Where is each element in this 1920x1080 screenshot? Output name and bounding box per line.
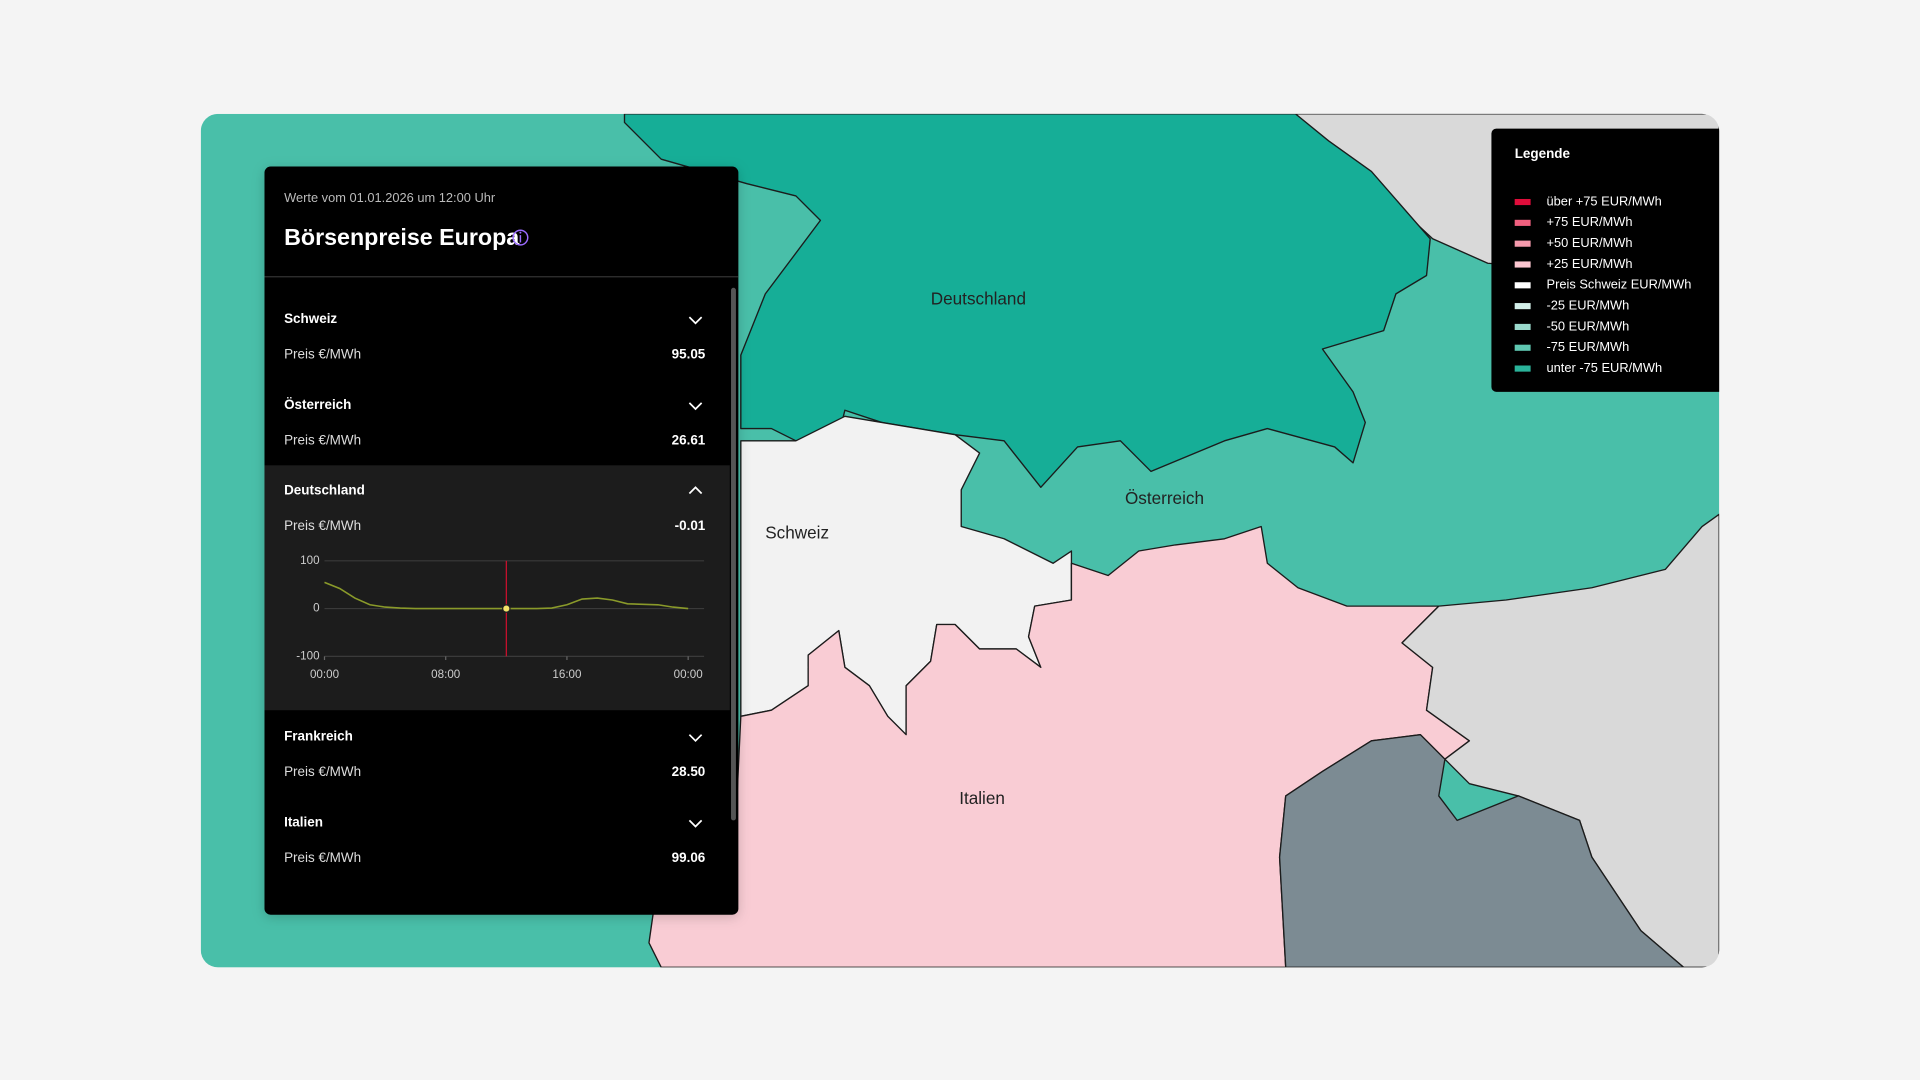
legend-label: +75 EUR/MWh: [1547, 214, 1633, 229]
country-name[interactable]: Deutschland: [284, 483, 365, 498]
x-tick-label: 00:00: [310, 668, 340, 681]
y-tick-label: -100: [296, 649, 320, 662]
legend-label: +25 EUR/MWh: [1547, 256, 1633, 271]
map-label: Österreich: [1125, 488, 1204, 508]
price-value: 95.05: [672, 347, 706, 362]
chevron-down[interactable]: [688, 819, 703, 828]
country-name[interactable]: Schweiz: [284, 311, 337, 326]
map-label: Italien: [959, 788, 1005, 808]
y-tick-label: 0: [313, 602, 320, 615]
panel-title: Börsenpreise Europa: [284, 224, 520, 250]
y-tick-label: 100: [300, 554, 320, 567]
legend-swatch: [1514, 365, 1531, 372]
legend-label: unter -75 EUR/MWh: [1547, 360, 1663, 375]
legend-swatch: [1514, 219, 1531, 226]
legend-swatch: [1514, 282, 1531, 289]
map-label: Deutschland: [931, 289, 1026, 309]
price-value: 28.50: [672, 764, 706, 779]
panel-subtitle: Werte vom 01.01.2026 um 12:00 Uhr: [284, 190, 496, 205]
price-value: 99.06: [672, 850, 706, 865]
x-tick-label: 00:00: [674, 668, 704, 681]
price-value: -0.01: [675, 518, 706, 533]
chevron-up[interactable]: [688, 486, 703, 495]
chevron-down[interactable]: [688, 734, 703, 743]
chevron-down[interactable]: [688, 402, 703, 411]
legend-swatch: [1514, 198, 1531, 206]
legend-swatch: [1514, 261, 1531, 268]
price-label: Preis €/MWh: [284, 850, 361, 865]
cursor-point: [502, 604, 511, 613]
country-name[interactable]: Frankreich: [284, 729, 353, 744]
x-tick-label: 16:00: [552, 668, 582, 681]
price-value: 26.61: [672, 432, 706, 447]
row-expanded-bg: [264, 465, 730, 711]
legend-title: Legende: [1515, 146, 1571, 161]
info-icon[interactable]: [512, 229, 529, 246]
legend-swatch: [1514, 240, 1531, 247]
legend-swatch: [1514, 303, 1531, 310]
legend-swatch: [1514, 344, 1531, 351]
legend-label: über +75 EUR/MWh: [1547, 193, 1662, 208]
price-label: Preis €/MWh: [284, 347, 361, 362]
legend-label: -75 EUR/MWh: [1547, 339, 1630, 354]
price-label: Preis €/MWh: [284, 518, 361, 533]
chevron-down[interactable]: [688, 316, 703, 325]
legend-label: -50 EUR/MWh: [1547, 318, 1630, 333]
legend-swatch: [1514, 323, 1531, 330]
legend-label: Preis Schweiz EUR/MWh: [1547, 277, 1692, 292]
country-name[interactable]: Italien: [284, 814, 323, 829]
price-label: Preis €/MWh: [284, 432, 361, 447]
country-name[interactable]: Österreich: [284, 397, 351, 412]
region-deutschland[interactable]: [623, 113, 1431, 489]
x-tick-label: 08:00: [431, 668, 461, 681]
legend-label: -25 EUR/MWh: [1547, 298, 1630, 313]
sea: [1278, 734, 1685, 968]
scrollbar[interactable]: [731, 287, 736, 821]
legend-label: +50 EUR/MWh: [1547, 235, 1633, 250]
price-label: Preis €/MWh: [284, 764, 361, 779]
map-label: Schweiz: [765, 522, 829, 542]
legend-box: [1491, 128, 1720, 392]
